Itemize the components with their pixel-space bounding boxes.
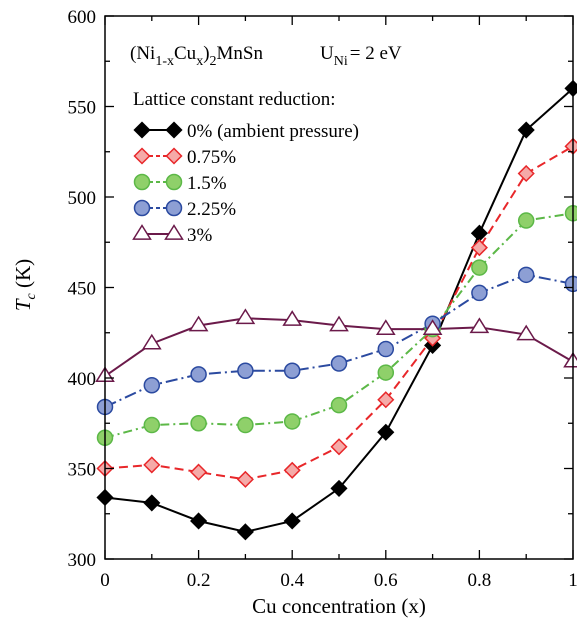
data-point-series-0 bbox=[285, 513, 300, 528]
legend-label: 1.5% bbox=[187, 173, 227, 194]
legend-swatch-marker bbox=[135, 201, 150, 216]
data-point-series-3 bbox=[285, 363, 300, 378]
data-point-series-0 bbox=[191, 513, 206, 528]
data-point-series-2 bbox=[519, 213, 534, 228]
legend-swatch-marker bbox=[135, 123, 150, 138]
data-point-series-3 bbox=[332, 356, 347, 371]
y-tick-label: 400 bbox=[68, 369, 97, 390]
data-point-series-1 bbox=[144, 457, 159, 472]
data-point-series-3 bbox=[519, 267, 534, 282]
legend-swatch-marker bbox=[167, 123, 182, 138]
data-point-series-2 bbox=[332, 398, 347, 413]
legend-label: 3% bbox=[187, 225, 213, 246]
data-point-series-2 bbox=[144, 418, 159, 433]
compound-annotation: (Ni1-xCux)2MnSn bbox=[130, 43, 263, 69]
legend-swatch-marker bbox=[167, 149, 182, 164]
legend: 0% (ambient pressure) 0.75% 1.5% 2.25% 3% bbox=[134, 121, 360, 246]
x-tick-label: 0.6 bbox=[374, 570, 398, 591]
data-point-series-1 bbox=[519, 166, 534, 181]
legend-swatch-marker bbox=[166, 226, 183, 240]
data-point-series-0 bbox=[238, 524, 253, 539]
data-point-series-1 bbox=[285, 463, 300, 478]
data-point-series-2 bbox=[472, 260, 487, 275]
data-point-series-4 bbox=[237, 310, 254, 324]
x-tick-label: 0.8 bbox=[468, 570, 492, 591]
data-point-series-0 bbox=[144, 495, 159, 510]
data-point-series-1 bbox=[238, 472, 253, 487]
y-tick-label: 450 bbox=[68, 279, 97, 300]
u-annotation: UNi= 2 eV bbox=[320, 43, 402, 69]
data-point-series-4 bbox=[331, 317, 348, 331]
legend-title: Lattice constant reduction: bbox=[133, 89, 336, 110]
legend-swatch-marker bbox=[167, 175, 182, 190]
data-point-series-4 bbox=[565, 353, 577, 367]
data-point-series-3 bbox=[566, 276, 577, 291]
legend-swatch-marker bbox=[135, 175, 150, 190]
data-point-series-3 bbox=[378, 342, 393, 357]
y-tick-label: 300 bbox=[68, 550, 97, 571]
data-point-series-2 bbox=[566, 206, 577, 221]
data-point-series-3 bbox=[144, 378, 159, 393]
y-tick-label: 350 bbox=[68, 460, 97, 481]
y-tick-label: 550 bbox=[68, 98, 97, 119]
data-point-series-4 bbox=[471, 319, 488, 333]
series-line-3 bbox=[105, 275, 573, 407]
legend-label: 0.75% bbox=[187, 147, 236, 168]
y-tick-label: 600 bbox=[68, 7, 97, 28]
data-point-series-2 bbox=[238, 418, 253, 433]
y-axis-title: Tc (K) bbox=[11, 259, 39, 311]
x-tick-label: 1 bbox=[568, 570, 577, 591]
data-point-series-3 bbox=[472, 285, 487, 300]
data-point-series-3 bbox=[191, 367, 206, 382]
legend-label: 0% (ambient pressure) bbox=[187, 121, 359, 142]
x-tick-label: 0.2 bbox=[187, 570, 211, 591]
data-point-series-4 bbox=[377, 321, 394, 335]
data-point-series-1 bbox=[191, 465, 206, 480]
data-point-series-4 bbox=[284, 312, 301, 326]
x-axis-title: Cu concentration (x) bbox=[252, 594, 426, 618]
legend-swatch-marker bbox=[135, 149, 150, 164]
data-point-series-2 bbox=[191, 416, 206, 431]
legend-label: 2.25% bbox=[187, 199, 236, 220]
x-tick-label: 0.4 bbox=[280, 570, 304, 591]
series-line-1 bbox=[105, 146, 573, 479]
data-point-series-3 bbox=[238, 363, 253, 378]
legend-swatch-marker bbox=[134, 226, 151, 240]
data-point-series-1 bbox=[472, 240, 487, 255]
y-tick-label: 500 bbox=[68, 188, 97, 209]
data-point-series-2 bbox=[378, 365, 393, 380]
legend-swatch-marker bbox=[167, 201, 182, 216]
x-tick-label: 0 bbox=[100, 570, 110, 591]
data-point-series-2 bbox=[285, 414, 300, 429]
data-point-series-1 bbox=[332, 439, 347, 454]
